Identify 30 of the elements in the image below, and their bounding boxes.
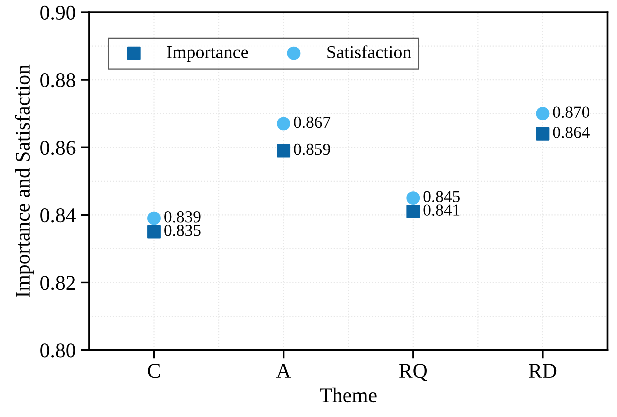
y-tick-label: 0.86 [40,140,76,156]
data-label: 0.835 [164,224,201,236]
y-axis-title: Importance and Satisfaction [15,64,34,298]
y-tick-label: 0.90 [40,6,76,20]
point [277,144,291,158]
legend-label: Satisfaction [328,46,412,58]
x-tick-label: RD [529,364,557,378]
y-tick-label: 0.80 [40,344,76,358]
y-tick-label: 0.84 [40,208,76,223]
data-label: 0.845 [424,191,460,203]
legend-label: Importance [167,46,248,62]
y-tick-label: 0.88 [40,73,76,88]
y-tick-label: 0.82 [40,276,76,290]
point [148,225,161,239]
data-label: 0.841 [424,204,460,216]
point [406,205,420,219]
data-label: 0.870 [553,106,590,118]
point [406,192,420,205]
x-tick-label: C [148,364,160,378]
x-tick-label: A [276,364,292,378]
point [536,127,550,141]
data-label: 0.839 [164,211,201,223]
data-label: 0.867 [294,116,331,128]
data-label: 0.859 [294,144,330,156]
point [148,212,161,226]
x-tick-label: RQ [400,364,428,382]
data-label: 0.864 [553,127,590,138]
x-axis-title: Theme [320,388,377,403]
point [536,107,550,121]
point [277,117,291,131]
